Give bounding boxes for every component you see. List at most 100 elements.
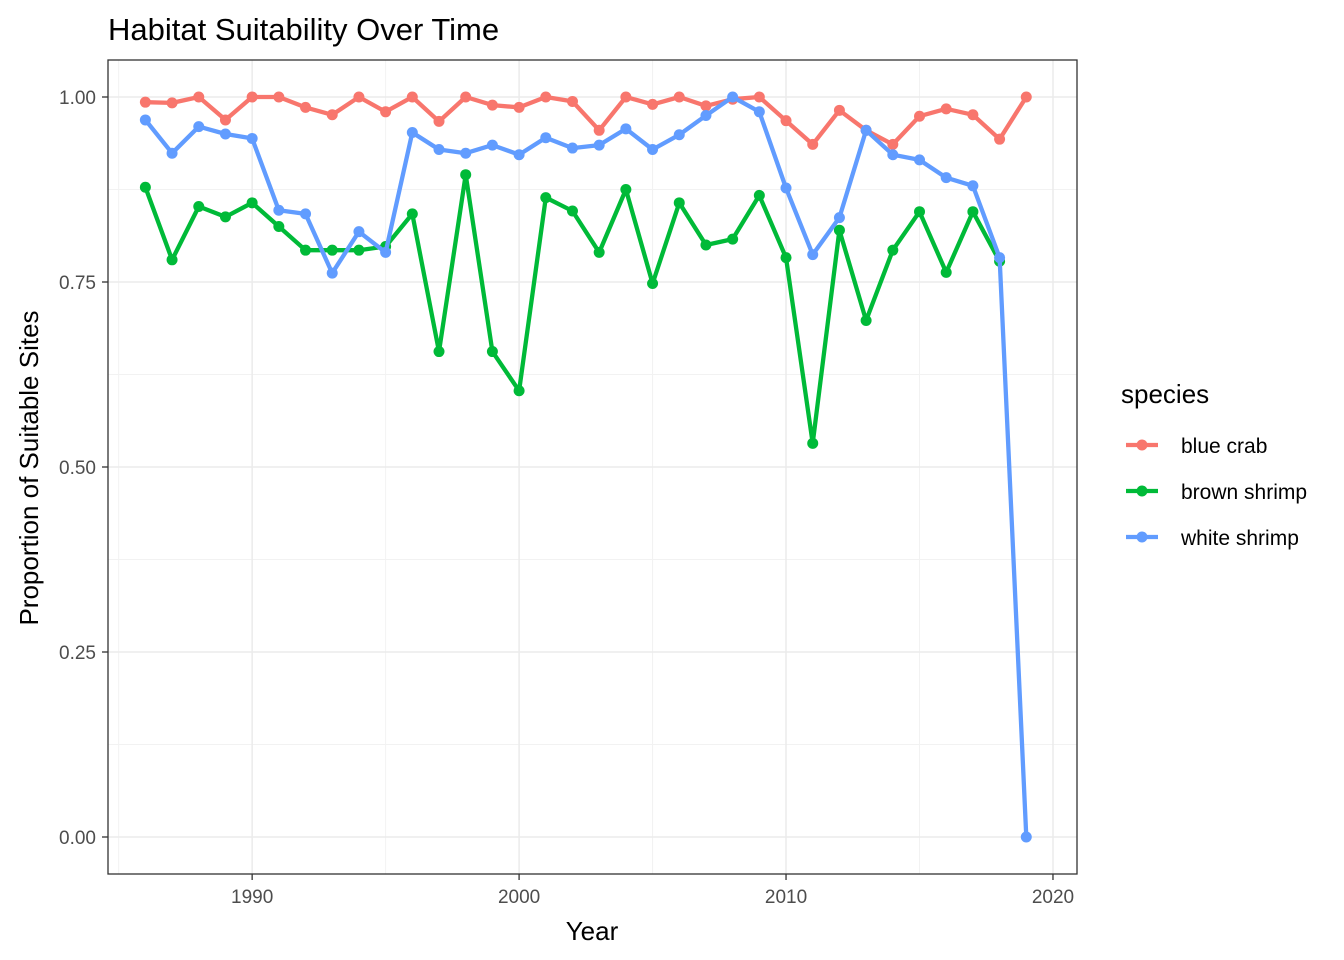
data-point-white-shrimp xyxy=(513,149,525,161)
data-point-blue-crab xyxy=(219,114,231,126)
data-point-brown-shrimp xyxy=(300,244,312,256)
data-point-blue-crab xyxy=(460,91,472,103)
data-point-brown-shrimp xyxy=(833,224,845,236)
data-point-blue-crab xyxy=(273,91,285,103)
data-point-brown-shrimp xyxy=(780,252,792,264)
data-point-blue-crab xyxy=(780,115,792,127)
data-point-blue-crab xyxy=(380,106,392,118)
data-point-white-shrimp xyxy=(727,91,739,103)
data-point-brown-shrimp xyxy=(593,246,605,258)
data-point-white-shrimp xyxy=(300,208,312,220)
data-point-white-shrimp xyxy=(406,127,418,139)
legend-label: brown shrimp xyxy=(1181,481,1307,504)
data-point-white-shrimp xyxy=(673,129,685,141)
data-point-brown-shrimp xyxy=(914,206,926,218)
legend-key-point xyxy=(1136,531,1148,543)
series-white-shrimp xyxy=(139,91,1032,843)
y-tick-label: 0.25 xyxy=(59,643,96,664)
x-tick-label: 2000 xyxy=(498,887,540,908)
data-point-white-shrimp xyxy=(433,144,445,156)
data-point-blue-crab xyxy=(166,97,178,109)
data-point-brown-shrimp xyxy=(326,244,338,256)
data-point-brown-shrimp xyxy=(647,277,659,289)
data-point-white-shrimp xyxy=(380,246,392,258)
data-point-brown-shrimp xyxy=(246,197,258,209)
data-point-white-shrimp xyxy=(219,128,231,140)
data-point-brown-shrimp xyxy=(193,201,205,213)
axis-ticks: 1990 2000 2010 2020 0.00 0.25 0.50 0.75 1.00 xyxy=(59,88,1074,908)
data-point-white-shrimp xyxy=(166,147,178,159)
data-point-brown-shrimp xyxy=(673,197,685,209)
data-point-blue-crab xyxy=(1020,91,1032,103)
data-point-white-shrimp xyxy=(860,124,872,136)
data-point-blue-crab xyxy=(139,96,151,108)
data-point-blue-crab xyxy=(700,100,712,112)
data-point-white-shrimp xyxy=(193,121,205,133)
data-point-blue-crab xyxy=(887,138,899,150)
grid-lines xyxy=(108,60,1077,874)
data-point-brown-shrimp xyxy=(139,181,151,193)
legend-item-white-shrimp: white shrimp xyxy=(1126,527,1299,550)
data-point-blue-crab xyxy=(673,91,685,103)
series-line-blue-crab xyxy=(143,94,1029,147)
data-point-brown-shrimp xyxy=(620,184,632,195)
legend-key-point xyxy=(1136,439,1148,451)
series-brown-shrimp xyxy=(139,169,1006,449)
y-tick-label: 0.75 xyxy=(59,273,96,294)
data-point-blue-crab xyxy=(353,91,365,103)
series-layer xyxy=(139,91,1032,843)
data-point-white-shrimp xyxy=(620,123,632,135)
y-tick-label: 0.50 xyxy=(59,458,96,479)
data-point-blue-crab xyxy=(994,133,1006,145)
series-line-white-shrimp xyxy=(143,94,1029,840)
data-point-brown-shrimp xyxy=(887,244,899,256)
x-tick-label: 2010 xyxy=(765,887,807,908)
data-point-white-shrimp xyxy=(887,149,899,161)
data-point-brown-shrimp xyxy=(486,346,498,358)
data-point-brown-shrimp xyxy=(513,385,525,397)
data-point-blue-crab xyxy=(914,110,926,122)
data-point-blue-crab xyxy=(833,104,845,116)
data-point-brown-shrimp xyxy=(700,239,712,251)
data-point-brown-shrimp xyxy=(406,208,418,220)
legend: species blue crab brown shrimp white shrim… xyxy=(1121,379,1307,550)
series-blue-crab xyxy=(139,91,1032,150)
data-point-blue-crab xyxy=(807,138,819,150)
data-point-white-shrimp xyxy=(753,106,765,118)
data-point-white-shrimp xyxy=(540,132,552,144)
data-point-blue-crab xyxy=(647,98,659,110)
y-tick-label: 0.00 xyxy=(59,828,96,849)
data-point-blue-crab xyxy=(193,91,205,103)
x-tick-label: 2020 xyxy=(1032,887,1074,908)
data-point-blue-crab xyxy=(620,91,632,103)
data-point-blue-crab xyxy=(326,109,338,121)
data-point-white-shrimp xyxy=(246,132,258,144)
legend-title: species xyxy=(1121,379,1209,409)
data-point-white-shrimp xyxy=(914,154,926,166)
data-point-blue-crab xyxy=(406,91,418,103)
legend-items: blue crab brown shrimp white shrimp xyxy=(1126,435,1307,550)
data-point-white-shrimp xyxy=(460,147,472,159)
data-point-white-shrimp xyxy=(486,139,498,151)
data-point-blue-crab xyxy=(300,101,312,113)
data-point-white-shrimp xyxy=(566,142,578,154)
chart-title: Habitat Suitability Over Time xyxy=(108,12,499,47)
legend-key-point xyxy=(1136,485,1148,497)
data-point-white-shrimp xyxy=(833,212,845,224)
data-point-blue-crab xyxy=(593,124,605,136)
data-point-white-shrimp xyxy=(994,252,1006,264)
data-point-white-shrimp xyxy=(967,180,979,192)
data-point-brown-shrimp xyxy=(540,192,552,204)
data-point-white-shrimp xyxy=(139,114,151,126)
data-point-brown-shrimp xyxy=(753,189,765,201)
y-tick-label: 1.00 xyxy=(59,88,96,109)
data-point-brown-shrimp xyxy=(273,221,285,232)
data-point-brown-shrimp xyxy=(967,206,979,218)
legend-label: white shrimp xyxy=(1180,527,1299,550)
data-point-white-shrimp xyxy=(940,172,952,184)
data-point-blue-crab xyxy=(566,95,578,107)
data-point-white-shrimp xyxy=(780,182,792,194)
data-point-white-shrimp xyxy=(593,139,605,151)
